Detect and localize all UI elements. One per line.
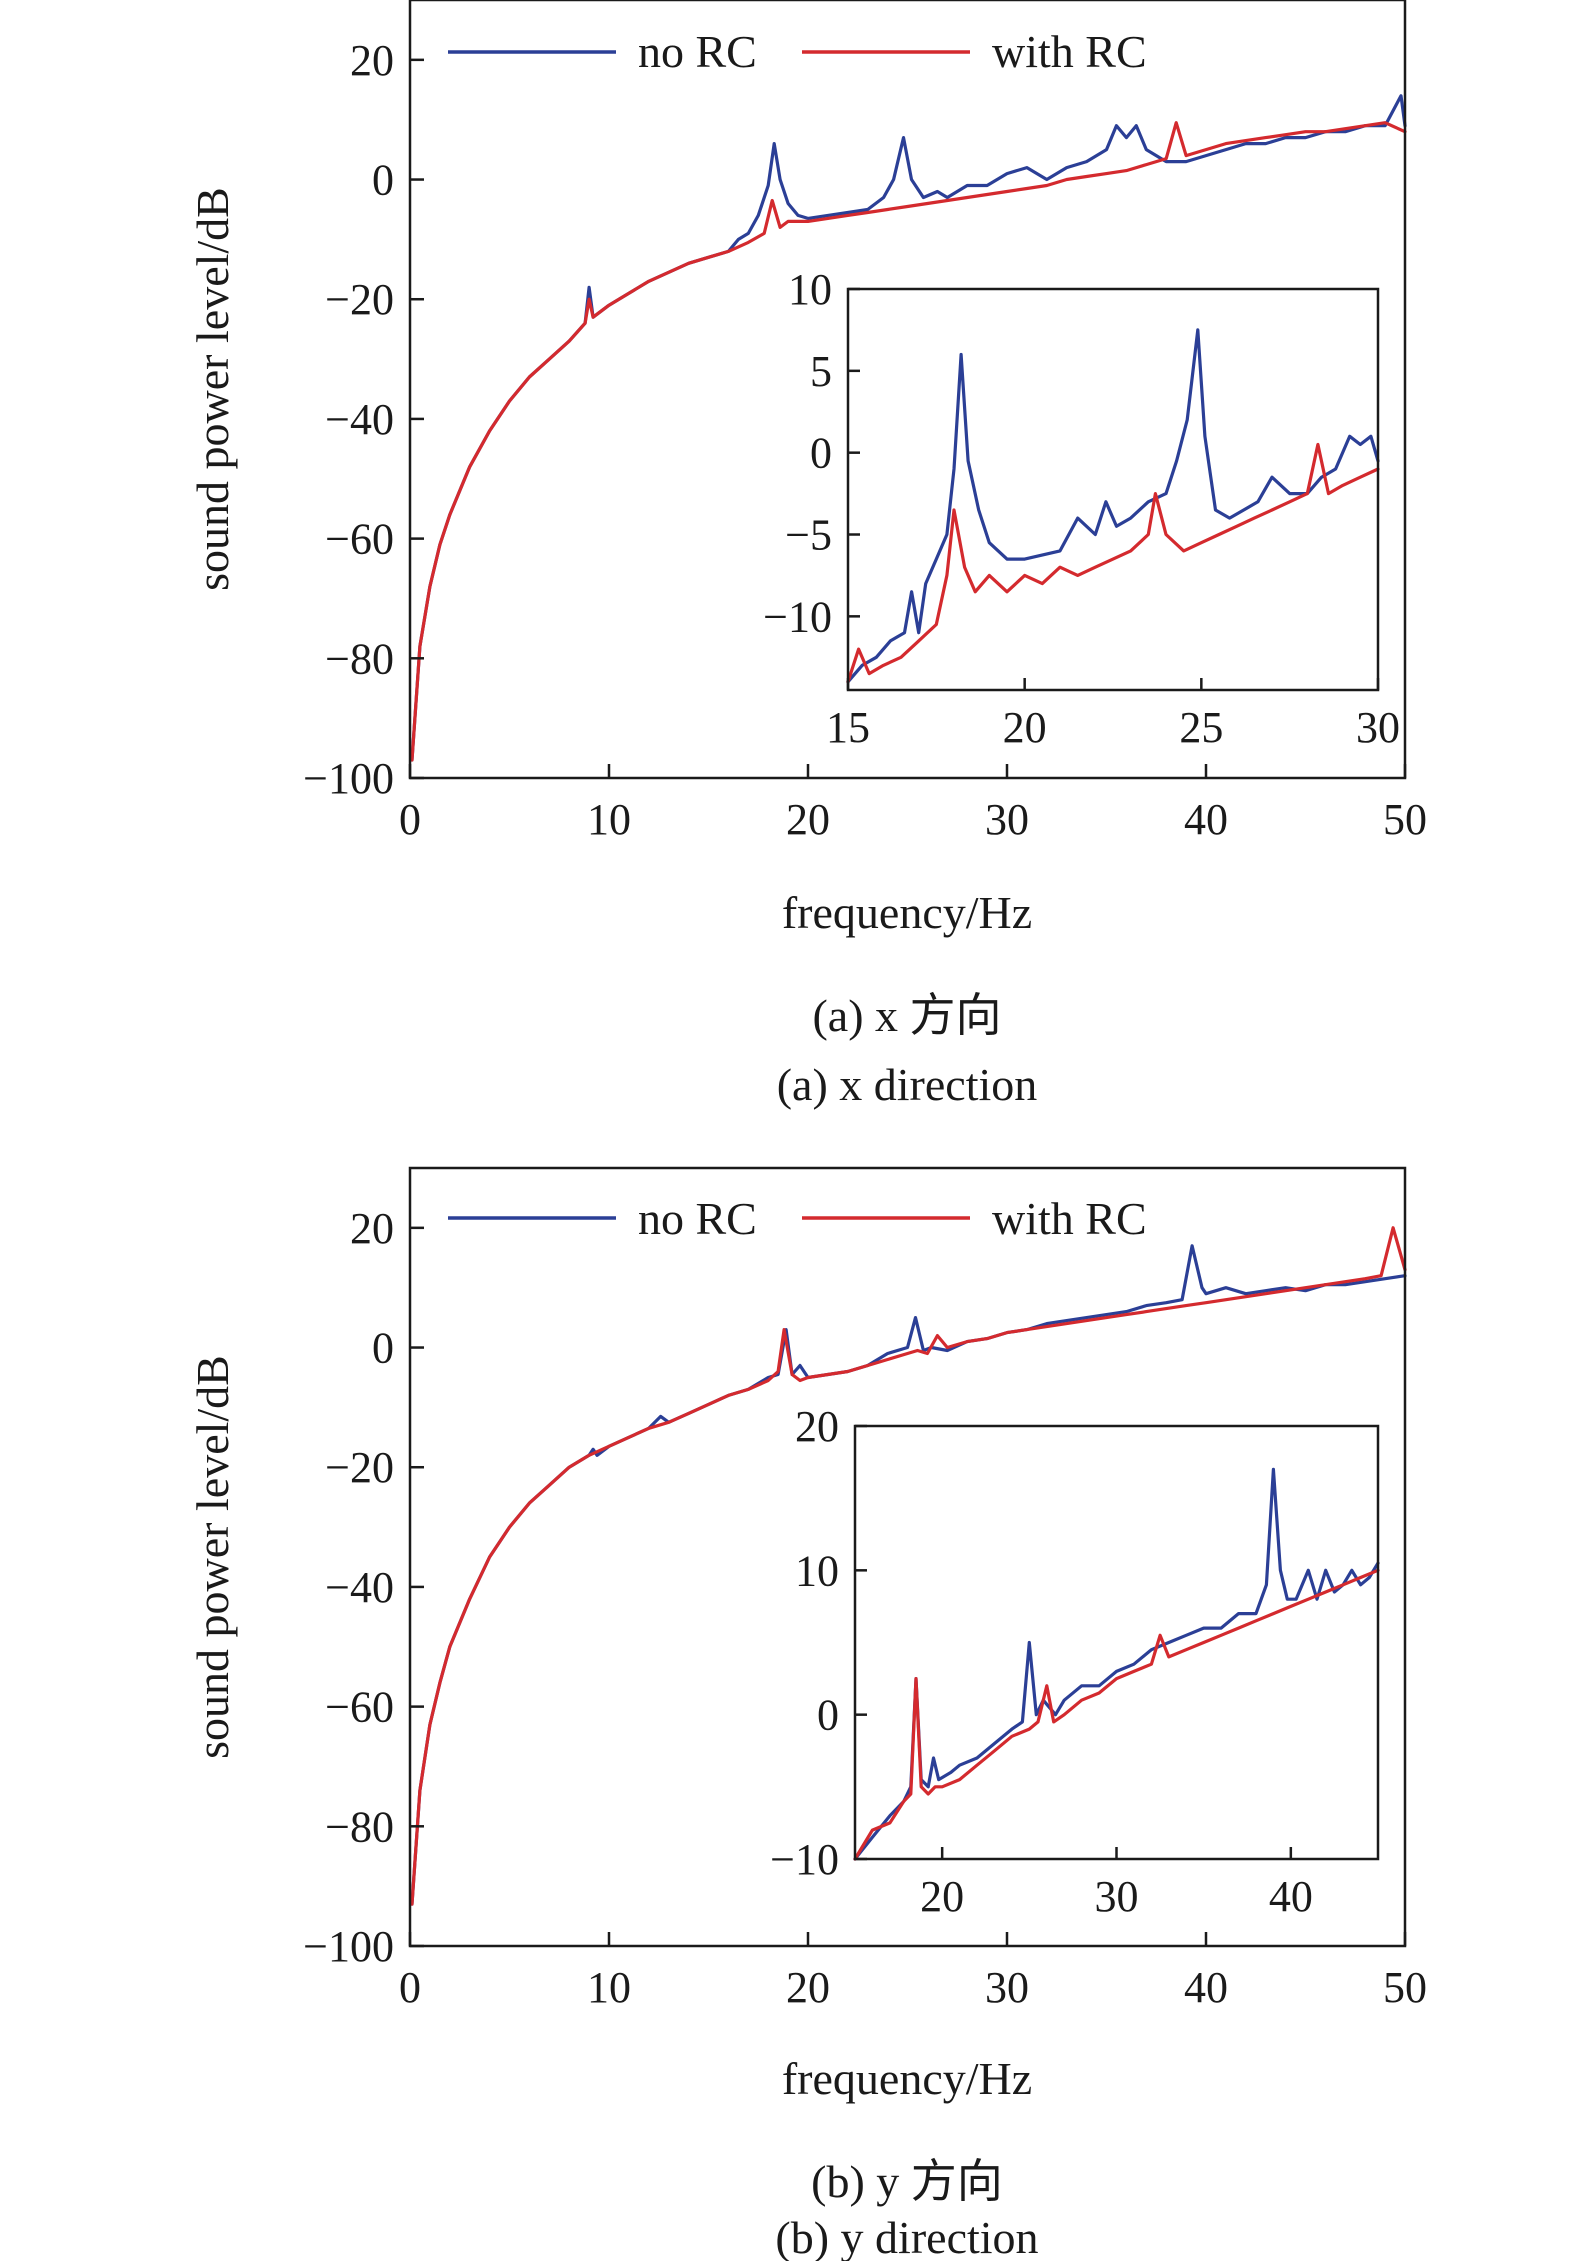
inset-plot-area: 20 30 40 −10 0 10 20 <box>770 1402 1380 1921</box>
main-x-tick-label: 50 <box>1383 795 1427 844</box>
inset-x-tick-label: 30 <box>1356 703 1400 752</box>
main-series-lines <box>410 94 1407 762</box>
inset-tick-labels: 15 20 25 30 −10 −5 0 5 10 <box>763 265 1400 752</box>
main-y-tick-label: 0 <box>372 156 394 205</box>
y-axis-label: sound power level/dB <box>187 1355 238 1759</box>
inset-series-with-rc <box>853 1568 1380 1861</box>
main-series-with-rc <box>410 1226 1407 1906</box>
x-axis-label: frequency/Hz <box>782 887 1032 938</box>
main-x-tick-label: 20 <box>786 795 830 844</box>
main-x-tick-label: 40 <box>1184 795 1228 844</box>
main-y-tick-label: −60 <box>325 1683 394 1732</box>
main-series-with-rc <box>410 121 1407 762</box>
inset-background <box>855 1426 1378 1859</box>
main-y-tick-label: −20 <box>325 275 394 324</box>
inset-y-tick-label: 20 <box>795 1402 839 1451</box>
main-axes-frame <box>408 0 1407 780</box>
inset-y-tick-label: 10 <box>795 1546 839 1595</box>
main-x-tick-label: 0 <box>399 795 421 844</box>
inset-y-tick-label: 0 <box>817 1691 839 1740</box>
inset-series-lines <box>853 1467 1380 1861</box>
inset-tick-marks <box>855 1424 1293 1861</box>
inset-series-no-rc <box>853 1467 1380 1861</box>
y-axis-label: sound power level/dB <box>187 187 238 591</box>
inset-y-tick-label: −10 <box>770 1835 839 1884</box>
caption-cn: (a) x 方向 <box>812 990 1001 1041</box>
inset-y-tick-label: 5 <box>810 347 832 396</box>
inset-x-tick-label: 15 <box>826 703 870 752</box>
inset-x-tick-label: 40 <box>1269 1872 1313 1921</box>
main-y-tick-label: −60 <box>325 515 394 564</box>
caption-cn: (b) y 方向 <box>811 2156 1003 2207</box>
inset-tick-marks <box>846 287 1380 690</box>
main-x-tick-label: 40 <box>1184 1963 1228 2012</box>
inset-x-tick-label: 20 <box>1003 703 1047 752</box>
main-x-tick-label: 30 <box>985 1963 1029 2012</box>
legend: no RC with RC <box>448 1193 1147 1244</box>
main-y-tick-label: 0 <box>372 1324 394 1373</box>
inset-y-tick-label: −5 <box>785 511 832 560</box>
main-axes-frame <box>408 1166 1407 1948</box>
main-x-tick-label: 0 <box>399 1963 421 2012</box>
inset-y-tick-label: −10 <box>763 592 832 641</box>
main-x-tick-label: 50 <box>1383 1963 1427 2012</box>
x-axis-label: frequency/Hz <box>782 2053 1032 2104</box>
legend-no-rc-label: no RC <box>638 1193 757 1244</box>
caption-en: (b) y direction <box>775 2212 1038 2261</box>
inset-series-no-rc <box>846 328 1380 684</box>
caption-en: (a) x direction <box>777 1059 1038 1110</box>
inset-x-tick-label: 25 <box>1179 703 1223 752</box>
legend: no RC with RC <box>448 26 1147 77</box>
main-series-lines <box>410 1226 1407 1906</box>
inset-x-tick-label: 20 <box>920 1872 964 1921</box>
main-y-tick-label: −100 <box>303 1922 394 1971</box>
legend-with-rc-label: with RC <box>992 26 1147 77</box>
main-y-tick-label: −20 <box>325 1443 394 1492</box>
main-y-tick-label: −40 <box>325 1563 394 1612</box>
main-y-tick-label: 20 <box>350 1204 394 1253</box>
inset-axes-frame <box>846 287 1380 692</box>
main-y-tick-label: −80 <box>325 1802 394 1851</box>
main-tick-marks <box>408 58 1407 780</box>
main-tick-marks <box>408 1226 1407 1948</box>
inset-series-lines <box>846 328 1380 684</box>
main-y-tick-label: −100 <box>303 754 394 803</box>
inset-series-with-rc <box>846 442 1380 684</box>
inset-background <box>848 289 1378 690</box>
inset-y-tick-label: 10 <box>788 265 832 314</box>
inset-y-tick-label: 0 <box>810 429 832 478</box>
main-y-tick-label: −40 <box>325 395 394 444</box>
inset-x-tick-label: 30 <box>1095 1872 1139 1921</box>
legend-with-rc-label: with RC <box>992 1193 1147 1244</box>
inset-tick-labels: 20 30 40 −10 0 10 20 <box>770 1402 1313 1921</box>
main-x-tick-label: 10 <box>587 795 631 844</box>
main-x-tick-label: 20 <box>786 1963 830 2012</box>
main-x-tick-label: 30 <box>985 795 1029 844</box>
legend-no-rc-label: no RC <box>638 26 757 77</box>
inset-plot-area: 15 20 25 30 −10 −5 0 5 10 <box>763 265 1400 752</box>
main-y-tick-label: −80 <box>325 634 394 683</box>
main-x-tick-label: 10 <box>587 1963 631 2012</box>
main-y-tick-label: 20 <box>350 36 394 85</box>
